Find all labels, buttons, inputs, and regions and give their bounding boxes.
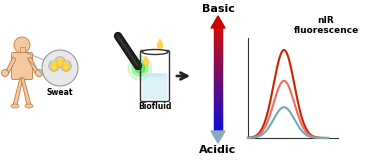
Text: Acidic: Acidic xyxy=(199,145,237,155)
Polygon shape xyxy=(64,61,68,64)
Circle shape xyxy=(2,70,8,77)
Circle shape xyxy=(36,70,42,77)
Ellipse shape xyxy=(158,42,163,49)
Circle shape xyxy=(54,56,65,68)
Text: nIR
fluorescence: nIR fluorescence xyxy=(293,16,359,35)
Polygon shape xyxy=(21,78,31,105)
Ellipse shape xyxy=(144,73,166,77)
Ellipse shape xyxy=(142,49,168,54)
Circle shape xyxy=(132,60,148,76)
Ellipse shape xyxy=(57,59,63,67)
Circle shape xyxy=(14,37,30,53)
Polygon shape xyxy=(144,56,148,59)
Polygon shape xyxy=(6,57,16,73)
Text: Basic: Basic xyxy=(201,4,234,14)
Circle shape xyxy=(48,60,59,72)
Circle shape xyxy=(135,63,145,73)
Circle shape xyxy=(42,50,78,86)
Ellipse shape xyxy=(51,64,57,71)
Circle shape xyxy=(128,56,152,80)
Polygon shape xyxy=(28,57,38,73)
Text: Sweat: Sweat xyxy=(47,88,73,97)
Circle shape xyxy=(60,60,71,72)
Bar xyxy=(20,47,25,55)
Polygon shape xyxy=(211,16,225,28)
Ellipse shape xyxy=(63,64,69,71)
Polygon shape xyxy=(158,40,162,42)
FancyBboxPatch shape xyxy=(143,74,167,99)
Ellipse shape xyxy=(11,104,19,108)
FancyBboxPatch shape xyxy=(11,52,33,80)
Ellipse shape xyxy=(25,104,33,108)
Polygon shape xyxy=(13,78,23,105)
Text: Biofluid: Biofluid xyxy=(138,102,172,111)
Ellipse shape xyxy=(144,59,149,66)
Polygon shape xyxy=(211,131,225,143)
Polygon shape xyxy=(58,57,62,60)
Polygon shape xyxy=(52,61,56,64)
